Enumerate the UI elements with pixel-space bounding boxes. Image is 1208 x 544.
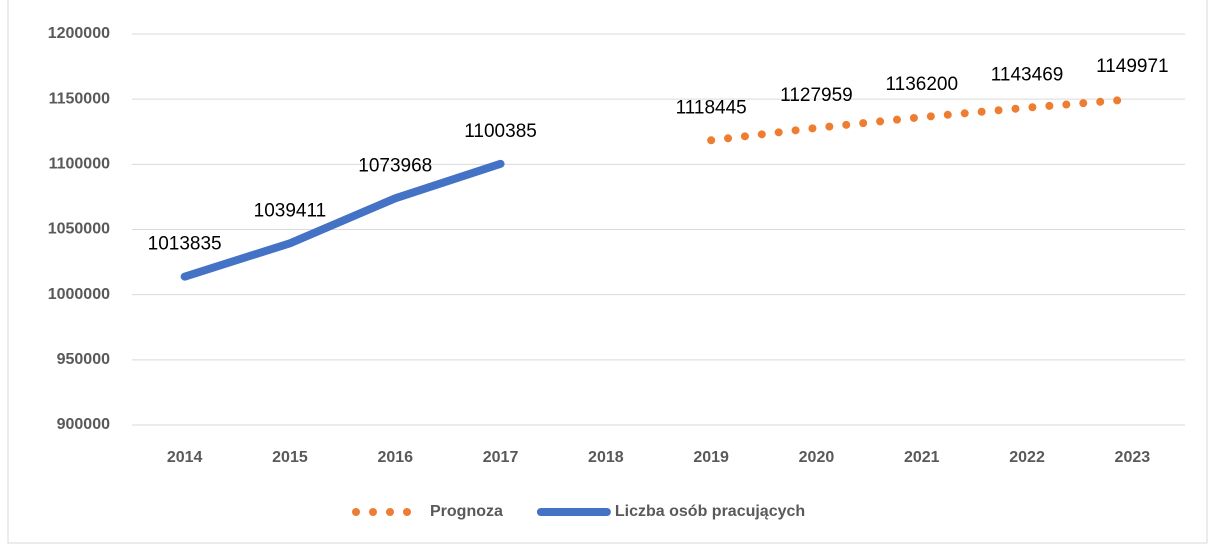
- data-label: 1118445: [676, 97, 747, 118]
- y-tick-label: 1200000: [48, 25, 110, 42]
- x-tick-label: 2019: [693, 449, 729, 466]
- y-tick-label: 900000: [57, 416, 110, 433]
- x-tick-label: 2017: [483, 449, 519, 466]
- x-tick-label: 2018: [588, 449, 624, 466]
- x-tick-label: 2023: [1115, 449, 1151, 466]
- data-label: 1127959: [780, 85, 853, 106]
- series-line: [180, 159, 505, 281]
- y-tick-label: 1000000: [48, 286, 110, 303]
- data-label: 1039411: [254, 200, 327, 221]
- data-label: 1073968: [358, 155, 432, 176]
- y-tick-label: 1100000: [49, 156, 111, 173]
- y-tick-label: 950000: [57, 351, 110, 368]
- x-tick-label: 2016: [377, 449, 413, 466]
- series-line: [707, 95, 1137, 145]
- data-label: 1013835: [148, 234, 222, 255]
- x-tick-label: 2020: [799, 449, 835, 466]
- legend-label: Prognoza: [430, 503, 503, 520]
- data-label: 1149971: [1096, 56, 1169, 77]
- y-tick-label: 1050000: [48, 221, 110, 238]
- legend-label: Liczba osób pracujących: [615, 503, 805, 520]
- data-label: 1143469: [991, 65, 1064, 86]
- x-tick-label: 2015: [272, 449, 308, 466]
- data-label: 1100385: [464, 121, 537, 142]
- x-tick-label: 2021: [904, 449, 940, 466]
- x-tick-label: 2014: [167, 449, 203, 466]
- data-label: 1136200: [885, 74, 958, 95]
- x-tick-label: 2022: [1009, 449, 1045, 466]
- y-tick-label: 1150000: [49, 90, 111, 107]
